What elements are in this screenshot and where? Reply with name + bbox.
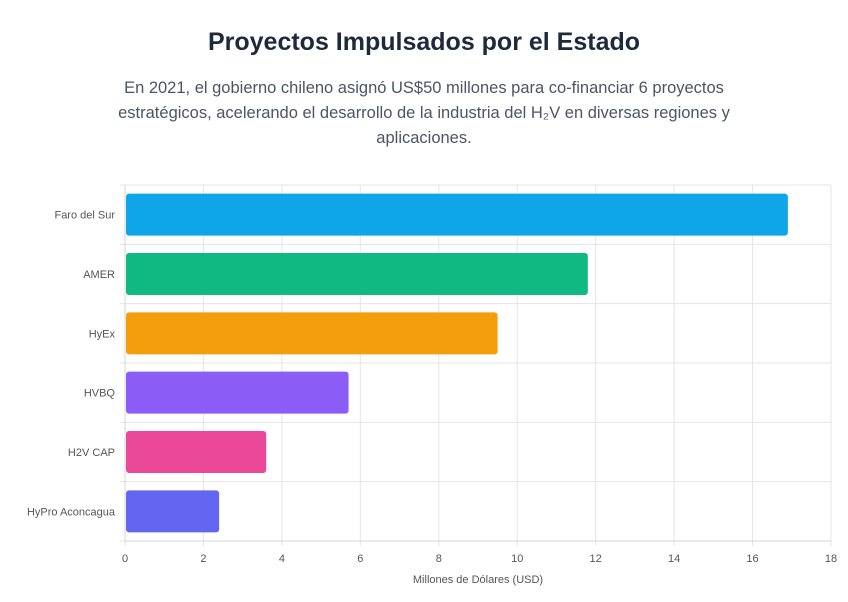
y-tick-label: HVBQ bbox=[84, 388, 116, 400]
x-tick-label: 6 bbox=[357, 553, 363, 565]
x-tick-label: 2 bbox=[200, 553, 206, 565]
bar-h2v-cap[interactable] bbox=[126, 431, 267, 473]
x-tick-label: 12 bbox=[590, 553, 602, 565]
y-tick-label: HyEx bbox=[89, 328, 116, 340]
bar-hvbq[interactable] bbox=[126, 371, 349, 414]
bar-hypro-aconcagua[interactable] bbox=[126, 490, 220, 533]
y-tick-label: Faro del Sur bbox=[54, 210, 115, 222]
chart-title: Proyectos Impulsados por el Estado bbox=[207, 28, 641, 56]
bar-amer[interactable] bbox=[126, 253, 588, 295]
x-tick-label: 4 bbox=[279, 553, 285, 565]
x-tick-label: 0 bbox=[122, 553, 128, 565]
x-tick-label: 8 bbox=[436, 553, 442, 565]
y-tick-label: H2V CAP bbox=[68, 447, 115, 459]
grid-lines bbox=[120, 184, 832, 546]
x-tick-label: 10 bbox=[511, 553, 523, 565]
y-tick-label: HyPro Aconcagua bbox=[27, 506, 116, 518]
bars bbox=[126, 193, 788, 533]
x-tick-label: 18 bbox=[825, 553, 837, 565]
axes: Faro del Sur AMER HyEx HVBQ H2V CAP HyPro Aco… bbox=[27, 185, 837, 565]
y-tick-label: AMER bbox=[83, 269, 115, 281]
bar-hyex[interactable] bbox=[126, 312, 498, 355]
chart-subtitle: En 2021, el gobierno chileno asignó US$5… bbox=[118, 79, 730, 147]
bar-faro-del-sur[interactable] bbox=[126, 193, 788, 236]
x-tick-label: 14 bbox=[668, 553, 680, 565]
x-axis-title: Millones de Dólares (USD) bbox=[413, 574, 543, 586]
x-tick-label: 16 bbox=[746, 553, 758, 565]
